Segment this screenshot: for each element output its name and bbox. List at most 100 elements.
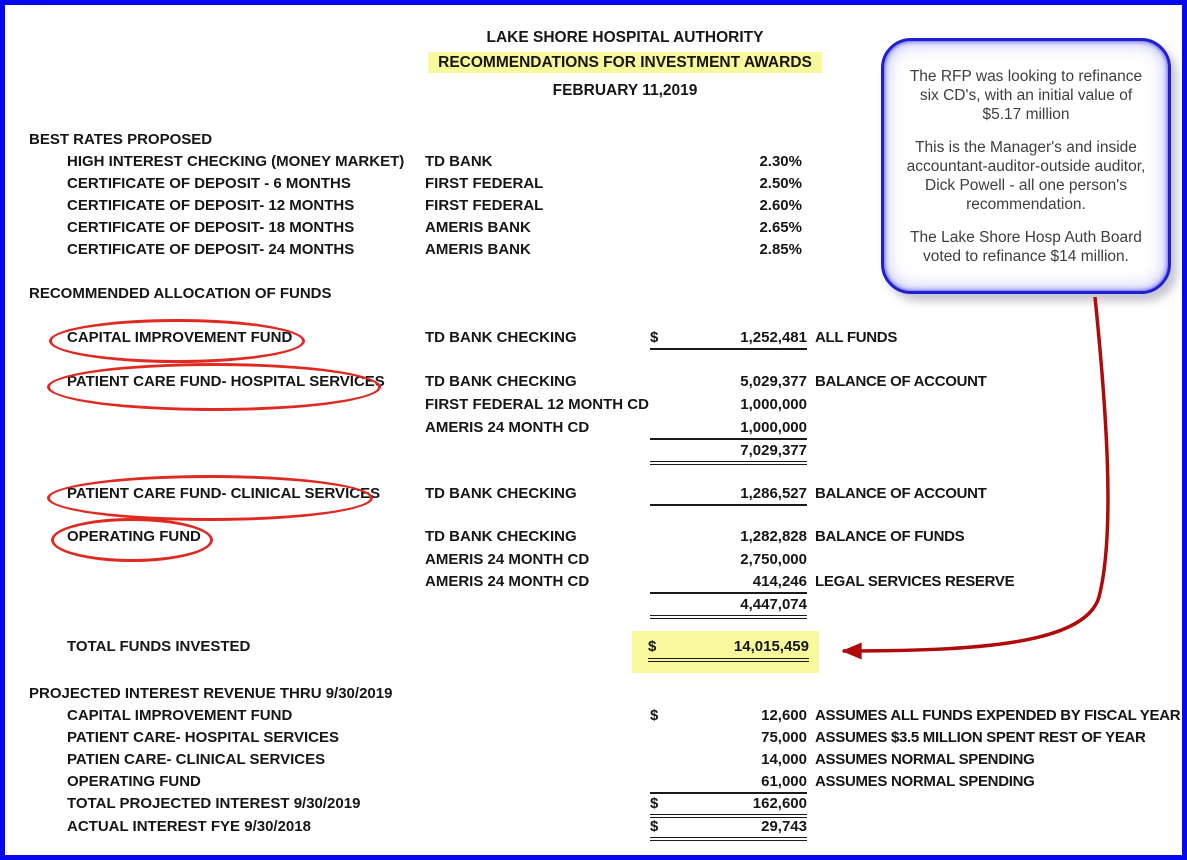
- projected-row: TOTAL PROJECTED INTEREST 9/30/2019 $ 162…: [5, 795, 1182, 818]
- amount-value: 4,447,074: [740, 596, 807, 613]
- projected-row: ACTUAL INTEREST FYE 9/30/2018 $ 29,743: [5, 818, 1182, 841]
- fund-amount: 1,000,000: [650, 396, 807, 415]
- amount-value: 5,029,377: [740, 373, 807, 390]
- callout-bubble: The RFP was looking to refinance six CD'…: [881, 38, 1171, 294]
- projected-note: ASSUMES ALL FUNDS EXPENDED BY FISCAL YEA…: [815, 707, 1187, 724]
- fund-amount: 414,246: [650, 573, 807, 594]
- callout-paragraph: This is the Manager's and inside account…: [906, 138, 1146, 213]
- fund-row: FIRST FEDERAL 12 MONTH CD 1,000,000: [5, 396, 1182, 418]
- projected-row: PATIENT CARE- HOSPITAL SERVICES 75,000 A…: [5, 729, 1182, 751]
- rate-value: 2.50%: [759, 175, 802, 192]
- projected-amount: 61,000: [650, 773, 807, 794]
- rate-bank: FIRST FEDERAL: [425, 175, 544, 192]
- fund-row: AMERIS 24 MONTH CD 1,000,000: [5, 419, 1182, 441]
- projected-amount: $ 162,600: [650, 795, 807, 818]
- projected-row: OPERATING FUND 61,000 ASSUMES NORMAL SPE…: [5, 773, 1182, 795]
- projected-amount: 14,000: [650, 751, 807, 770]
- rate-label: CERTIFICATE OF DEPOSIT- 24 MONTHS: [67, 241, 355, 258]
- amount-value: 1,282,828: [740, 528, 807, 545]
- fund-note: BALANCE OF FUNDS: [815, 528, 965, 545]
- subtotal-row: 4,447,074: [5, 596, 1182, 619]
- red-circle-annotation: [49, 319, 305, 363]
- rate-value: 2.65%: [759, 219, 802, 236]
- amount-value: 75,000: [761, 729, 807, 746]
- rate-row: CERTIFICATE OF DEPOSIT- 24 MONTHS AMERIS…: [5, 241, 1182, 263]
- projected-amount: $ 29,743: [650, 818, 807, 841]
- allocation-heading: RECOMMENDED ALLOCATION OF FUNDS: [29, 285, 332, 302]
- document-subtitle: RECOMMENDATIONS FOR INVESTMENT AWARDS: [225, 52, 1025, 73]
- amount-value: 2,750,000: [740, 551, 807, 568]
- fund-row: AMERIS 24 MONTH CD 414,246 LEGAL SERVICE…: [5, 573, 1182, 595]
- fund-bank: TD BANK CHECKING: [425, 329, 577, 346]
- projected-heading: PROJECTED INTEREST REVENUE THRU 9/30/201…: [29, 685, 393, 702]
- projected-label: OPERATING FUND: [67, 773, 201, 790]
- projected-amount: $ 12,600: [650, 707, 807, 726]
- subtotal-row: 7,029,377: [5, 442, 1182, 465]
- projected-amount: 75,000: [650, 729, 807, 748]
- projected-label: PATIEN CARE- CLINICAL SERVICES: [67, 751, 326, 768]
- dollar-sign: $: [650, 707, 659, 724]
- fund-amount: 1,286,527: [650, 485, 807, 506]
- amount-value: 1,252,481: [740, 329, 807, 346]
- rate-value: 2.60%: [759, 197, 802, 214]
- rate-row: CERTIFICATE OF DEPOSIT- 12 MONTHS FIRST …: [5, 197, 1182, 219]
- rate-bank: AMERIS BANK: [425, 241, 531, 258]
- subtotal-amount: 7,029,377: [650, 442, 807, 465]
- fund-amount: 5,029,377: [650, 373, 807, 392]
- dollar-sign: $: [650, 818, 659, 835]
- total-invested-highlight: $ 14,015,459: [632, 631, 819, 673]
- rate-label: CERTIFICATE OF DEPOSIT- 18 MONTHS: [67, 219, 355, 236]
- best-rates-heading: BEST RATES PROPOSED: [29, 131, 213, 148]
- rate-bank: FIRST FEDERAL: [425, 197, 544, 214]
- projected-note: ASSUMES NORMAL SPENDING: [815, 751, 1035, 768]
- amount-value: 7,029,377: [740, 442, 807, 459]
- projected-note: ASSUMES NORMAL SPENDING: [815, 773, 1035, 790]
- fund-bank: TD BANK CHECKING: [425, 528, 577, 545]
- projected-note: ASSUMES $3.5 MILLION SPENT REST OF YEAR: [815, 729, 1146, 746]
- rate-label: CERTIFICATE OF DEPOSIT- 12 MONTHS: [67, 197, 355, 214]
- fund-amount: 2,750,000: [650, 551, 807, 570]
- fund-bank: AMERIS 24 MONTH CD: [425, 419, 590, 436]
- red-circle-annotation: [47, 363, 381, 411]
- projected-row: PATIEN CARE- CLINICAL SERVICES 14,000 AS…: [5, 751, 1182, 773]
- fund-bank: AMERIS 24 MONTH CD: [425, 573, 590, 590]
- fund-note: ALL FUNDS: [815, 329, 898, 346]
- fund-amount: $ 1,252,481: [650, 329, 807, 350]
- fund-row: AMERIS 24 MONTH CD 2,750,000: [5, 551, 1182, 573]
- rate-row: CERTIFICATE OF DEPOSIT - 6 MONTHS FIRST …: [5, 175, 1182, 197]
- fund-note: LEGAL SERVICES RESERVE: [815, 573, 1015, 590]
- document-date: FEBRUARY 11,2019: [552, 82, 698, 99]
- highlighted-subtitle: RECOMMENDATIONS FOR INVESTMENT AWARDS: [428, 52, 822, 73]
- amount-value: 12,600: [761, 707, 807, 724]
- amount-value: 414,246: [752, 573, 807, 590]
- dollar-sign: $: [648, 638, 657, 655]
- red-circle-annotation: [51, 518, 213, 562]
- dollar-sign: $: [650, 795, 659, 812]
- amount-value: 1,286,527: [740, 485, 807, 502]
- amount-value: 1,000,000: [740, 396, 807, 413]
- projected-row: CAPITAL IMPROVEMENT FUND $ 12,600 ASSUME…: [5, 707, 1182, 729]
- rate-value: 2.85%: [759, 241, 802, 258]
- amount-value: 162,600: [752, 795, 807, 812]
- fund-amount: 1,282,828: [650, 528, 807, 547]
- projected-label: ACTUAL INTEREST FYE 9/30/2018: [67, 818, 311, 835]
- rate-label: CERTIFICATE OF DEPOSIT - 6 MONTHS: [67, 175, 351, 192]
- total-invested-amount: 14,015,459: [733, 638, 809, 655]
- amount-value: 61,000: [761, 773, 807, 790]
- dollar-sign: $: [650, 329, 659, 346]
- amount-value: 29,743: [761, 818, 807, 835]
- fund-bank: FIRST FEDERAL 12 MONTH CD: [425, 396, 649, 413]
- callout-paragraph: The RFP was looking to refinance six CD'…: [909, 67, 1143, 123]
- amount-value: 1,000,000: [740, 419, 807, 436]
- rate-value: 2.30%: [759, 153, 802, 170]
- rate-bank: AMERIS BANK: [425, 219, 531, 236]
- total-invested-label: TOTAL FUNDS INVESTED: [67, 638, 251, 655]
- rate-row: HIGH INTEREST CHECKING (MONEY MARKET) TD…: [5, 153, 1182, 175]
- fund-bank: TD BANK CHECKING: [425, 485, 577, 502]
- fund-bank: AMERIS 24 MONTH CD: [425, 551, 590, 568]
- rate-label: HIGH INTEREST CHECKING (MONEY MARKET): [67, 153, 405, 170]
- document-title: LAKE SHORE HOSPITAL AUTHORITY: [486, 29, 764, 46]
- projected-label: CAPITAL IMPROVEMENT FUND: [67, 707, 293, 724]
- fund-bank: TD BANK CHECKING: [425, 373, 577, 390]
